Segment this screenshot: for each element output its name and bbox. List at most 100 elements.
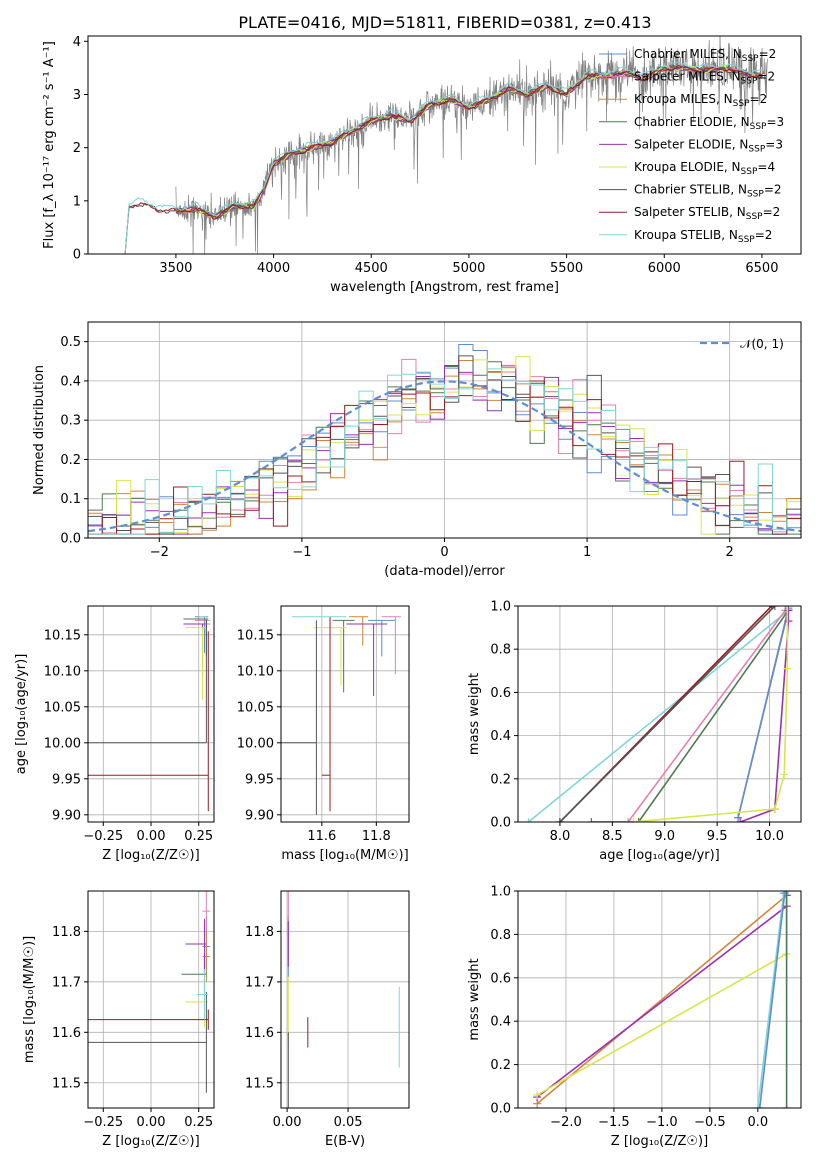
x-axis-label: wavelength [Angstrom, rest frame]: [330, 280, 559, 295]
x-tick-label: −1.0: [646, 1115, 678, 1130]
y-axis-label: mass weight: [467, 673, 482, 755]
y-tick-label: 0.2: [60, 453, 81, 468]
axes-frame: [280, 605, 410, 823]
y-tick-label: 9.90: [245, 808, 274, 823]
y-tick-label: 1: [73, 194, 81, 209]
x-tick-label: 5000: [452, 261, 485, 276]
x-tick-label: 4000: [257, 261, 290, 276]
x-axis-label: (data-model)/error: [384, 564, 505, 579]
x-tick-label: 0.25: [184, 829, 213, 844]
legend-label: 𝒩(0, 1): [740, 337, 784, 351]
plot-area-cumweight-vs-Z: [533, 891, 791, 1108]
x-tick-label: 11.6: [307, 829, 336, 844]
x-tick-label: −1.5: [598, 1115, 630, 1130]
y-tick-label: 0.6: [490, 686, 511, 701]
y-tick-label: 11.6: [245, 1026, 274, 1041]
x-tick-label: 0.05: [334, 1115, 363, 1130]
legend-residuals: 𝒩(0, 1): [700, 337, 784, 351]
residual-histogram: [88, 368, 801, 535]
x-axis-label: Z [log₁₀(Z/Z☉)]: [102, 848, 199, 863]
cumulative-weight-line: [739, 610, 790, 822]
residual-histogram: [88, 344, 801, 535]
x-tick-label: 0.0: [747, 1115, 768, 1130]
axes-frame: [87, 35, 802, 255]
y-tick-label: 0.2: [490, 1058, 511, 1073]
x-tick-label: 9.5: [707, 829, 728, 844]
x-tick-label: 1: [583, 545, 591, 560]
y-tick-label: 0.1: [60, 492, 81, 507]
plot-area-mass-vs-Z: [88, 891, 211, 1093]
axes-mass-vs-Z: −0.25 0.00 0.25 11.5 11.6 11.7 11.8 Z [log₁₀(Z/…: [22, 890, 215, 1149]
y-tick-label: 0.5: [60, 335, 81, 350]
y-tick-label: 0.2: [490, 772, 511, 787]
axes-frame: [87, 321, 802, 539]
y-tick-label: 10.05: [44, 700, 81, 715]
y-tick-label: 0.4: [490, 729, 511, 744]
y-tick-label: 0.4: [60, 374, 81, 389]
cumulative-weight-line: [757, 893, 785, 1108]
cumulative-weight-line: [536, 894, 788, 1105]
legend-label: Kroupa ELODIE, NSSP=4: [634, 160, 775, 177]
x-tick-label: 4500: [355, 261, 388, 276]
axes-age-vs-Z: −0.25 0.00 0.25 9.90 9.95 10.00 10.05 10.10 10.1…: [14, 605, 215, 863]
y-tick-label: 0.3: [60, 414, 81, 429]
y-tick-label: 4: [73, 35, 81, 50]
x-tick-label: −0.25: [83, 829, 123, 844]
model-spectrum: [124, 64, 763, 254]
x-tick-label: −2.0: [550, 1115, 582, 1130]
plot-area-spectrum: [124, 36, 769, 254]
y-tick-label: 11.8: [52, 925, 81, 940]
x-tick-label: 3500: [159, 261, 192, 276]
x-tick-label: 0.25: [184, 1115, 213, 1130]
x-tick-label: 0.00: [137, 1115, 166, 1130]
plot-area-residuals: [88, 344, 801, 535]
axes-spectrum: 3500 4000 4500 5000 5500 6000 6500 0 1 2 3 4 wavelen…: [42, 35, 802, 295]
y-tick-label: 10.10: [237, 664, 274, 679]
y-tick-label: 9.90: [52, 808, 81, 823]
figure-title: PLATE=0416, MJD=51811, FIBERID=0381, z=0…: [238, 13, 651, 32]
y-tick-label: 0.0: [490, 816, 511, 831]
cumulative-weight-line: [591, 609, 790, 822]
y-axis-label: Normed distribution: [32, 365, 47, 495]
x-axis-label: mass [log₁₀(M/M☉)]: [281, 848, 408, 863]
x-tick-label: 2: [726, 545, 734, 560]
y-tick-label: 0.0: [490, 1102, 511, 1117]
legend-label: Chabrier MILES, NSSP=2: [634, 47, 776, 64]
y-axis-label: mass [log₁₀(M/M☉)]: [22, 936, 37, 1063]
y-tick-label: 10.15: [237, 628, 274, 643]
y-tick-label: 0.6: [490, 971, 511, 986]
y-tick-label: 3: [73, 88, 81, 103]
x-tick-label: 8.0: [550, 829, 571, 844]
x-tick-label: −1: [292, 545, 311, 560]
x-tick-label: 10.0: [755, 829, 784, 844]
y-axis-label: Flux [f_λ 10⁻¹⁷ erg cm⁻² s⁻¹ A⁻¹]: [42, 41, 57, 249]
plot-area-age-vs-mass: [281, 616, 401, 815]
y-tick-label: 11.7: [52, 975, 81, 990]
y-tick-label: 11.5: [245, 1076, 274, 1091]
cumulative-weight-line: [527, 609, 789, 822]
y-tick-label: 1.0: [490, 885, 511, 900]
x-tick-label: 8.5: [602, 829, 623, 844]
y-tick-label: 10.00: [44, 736, 81, 751]
x-tick-label: 6000: [648, 261, 681, 276]
cumulative-weight-line: [758, 893, 786, 1108]
x-tick-label: 11.8: [362, 829, 391, 844]
y-tick-label: 10.00: [237, 736, 274, 751]
residual-histogram: [88, 371, 801, 535]
legend-label: Salpeter ELODIE, NSSP=3: [634, 137, 783, 154]
y-tick-label: 11.7: [245, 975, 274, 990]
x-axis-label: Z [log₁₀(Z/Z☉)]: [611, 1134, 708, 1149]
y-tick-label: 10.10: [44, 664, 81, 679]
plot-area-cumweight-vs-age: [524, 606, 793, 822]
y-tick-label: 9.95: [245, 772, 274, 787]
x-tick-label: 6500: [745, 261, 778, 276]
legend-label: Kroupa STELIB, NSSP=2: [634, 228, 772, 245]
axes-frame: [280, 890, 410, 1109]
y-tick-label: 0.0: [60, 532, 81, 547]
y-tick-label: 1.0: [490, 600, 511, 615]
legend-label: Chabrier ELODIE, NSSP=3: [634, 115, 784, 132]
plot-area-mass-vs-ebv: [287, 891, 400, 1108]
x-axis-label: Z [log₁₀(Z/Z☉)]: [102, 1134, 199, 1149]
y-tick-label: 0.4: [490, 1015, 511, 1030]
cumulative-weight-line: [627, 609, 786, 822]
